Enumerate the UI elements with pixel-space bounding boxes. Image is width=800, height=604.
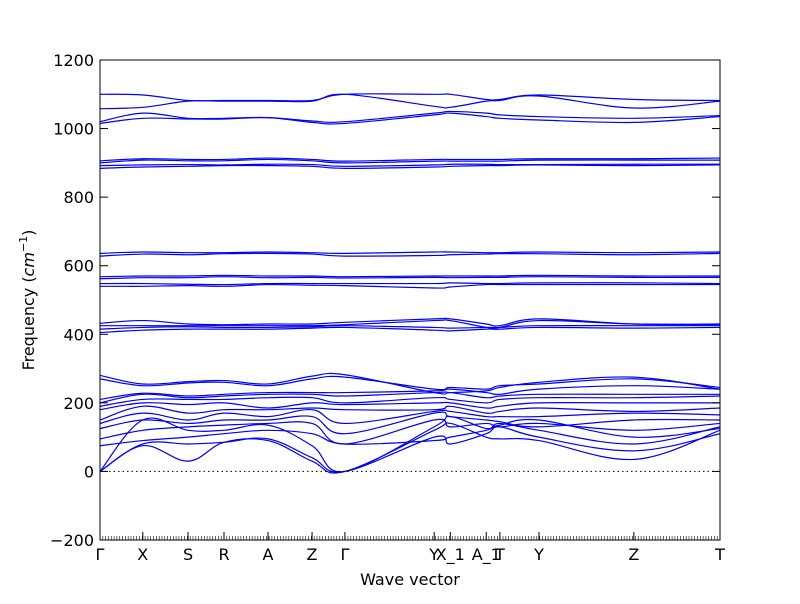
x-tick-label: Γ [96,545,105,564]
phonon-branch-32 [100,93,720,102]
minor-x-ticks [99,536,721,540]
phonon-branch-17 [100,319,720,329]
x-axis: Γ X S R A Z Γ YX_1 A_1T Y Z T [96,532,725,565]
x-tick-label: X_1 [436,545,465,565]
phonon-branch-23 [100,252,720,257]
y-tick-label: −200 [50,531,94,550]
phonon-branch-27 [100,158,720,164]
phonon-branch-14 [100,372,720,395]
x-tick-label: A_1 [472,545,501,565]
x-tick-label: Z [307,545,318,564]
x-tick-label: X [137,545,148,564]
phonon-branch-24 [100,251,720,254]
phonon-branch-7 [100,409,720,425]
y-axis-label-main: Frequency ( [19,276,38,370]
y-axis-label-exponent: −1 [17,236,30,252]
phonon-branch-21 [100,276,720,280]
phonon-branch-6 [100,411,720,435]
y-tick-label: 400 [63,325,94,344]
y-tick-label: 800 [63,188,94,207]
phonon-branch-20 [100,282,720,286]
x-axis-label: Wave vector [360,570,460,589]
phonon-branch-10 [100,395,720,407]
phonon-branch-31 [100,93,720,110]
plot-frame [99,59,721,541]
phonon-branch-11 [100,391,720,404]
x-tick-label: Y [533,545,544,564]
phonon-branch-13 [100,375,720,391]
y-tick-label: 1200 [53,51,94,70]
phonon-branch-3 [100,415,720,473]
x-tick-label: T [714,545,725,564]
phonon-branch-12 [100,385,720,401]
x-tick-label: S [183,545,193,564]
y-axis: −200 0 200 400 600 800 1000 1200 [50,51,720,550]
phonon-branch-5 [100,418,720,445]
y-axis-label-close: ) [19,230,38,236]
phonon-branch-2 [100,426,720,473]
phonon-branch-4 [100,418,720,447]
x-tick-label: Z [628,545,639,564]
phonon-branch-16 [100,324,720,330]
x-tick-label: Γ [340,545,349,564]
y-axis-label-unit: cm [19,252,38,276]
y-tick-label: 200 [63,394,94,413]
y-axis-label: Frequency (cm−1) [17,230,38,371]
phonon-branch-26 [100,163,720,167]
phonon-branch-22 [100,274,720,278]
x-tick-label: R [218,545,229,564]
phonon-branch-15 [100,326,720,334]
phonon-branch-9 [100,401,720,411]
phonon-branch-30 [100,110,720,123]
y-tick-label: 600 [63,257,94,276]
x-tick-label: Y [428,545,439,564]
phonon-branch-28 [100,157,720,162]
series-layer [100,93,720,474]
x-tick-label: T [494,545,505,564]
y-tick-label: 0 [84,462,94,481]
phonon-branch-18 [100,317,720,327]
y-tick-label: 1000 [53,120,94,139]
phonon-branch-19 [100,283,720,289]
x-tick-label: A [263,545,274,564]
phonon-branch-8 [100,405,720,421]
